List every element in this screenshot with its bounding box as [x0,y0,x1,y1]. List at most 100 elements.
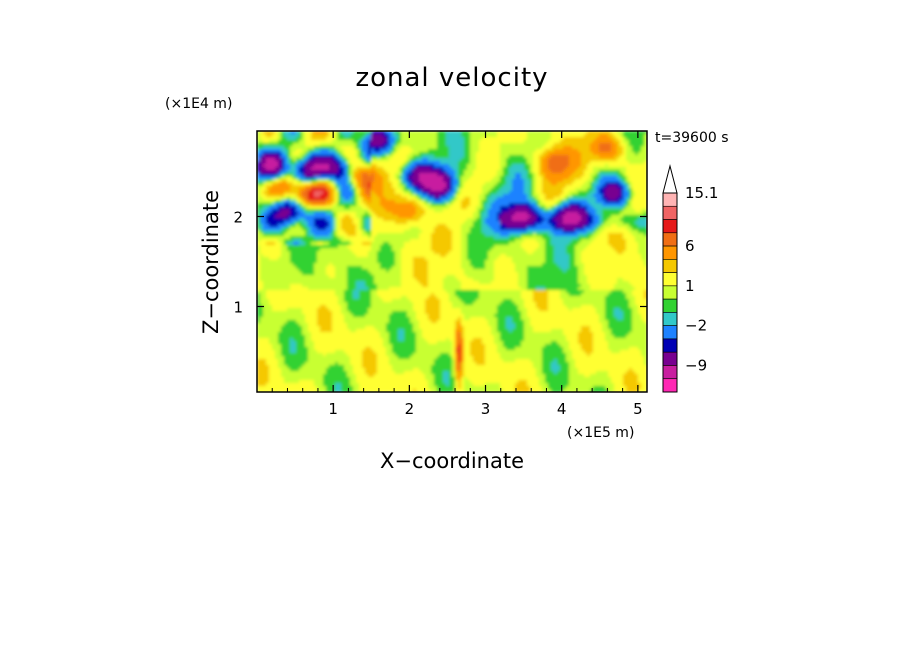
field-cell [605,173,609,177]
field-cell [377,158,381,162]
field-cell [464,173,468,177]
field-cell [614,170,618,174]
field-cell [413,182,417,186]
field-cell [428,179,432,183]
field-cell [620,170,624,174]
field-cell [320,224,324,228]
field-cell [401,218,405,222]
field-cell [554,191,558,195]
field-cell [566,158,570,162]
field-cell [638,149,642,153]
field-cell [440,143,444,147]
field-cell [440,164,444,168]
field-cell [539,197,543,201]
field-cell [293,236,297,240]
field-cell [473,170,477,174]
field-cell [266,197,270,201]
field-cell [383,185,387,189]
field-cell [338,206,342,210]
field-cell [389,203,393,207]
field-cell [344,137,348,141]
field-cell [602,218,606,222]
field-cell [467,134,471,138]
field-cell [266,164,270,168]
field-cell [461,152,465,156]
field-cell [488,170,492,174]
field-cell [284,152,288,156]
field-cell [497,212,501,216]
field-cell [383,179,387,183]
field-cell [557,224,561,228]
field-cell [437,242,441,246]
field-cell [524,197,528,201]
field-cell [386,233,390,237]
field-cell [575,218,579,222]
field-cell [455,140,459,144]
field-cell [443,152,447,156]
field-cell [569,179,573,183]
field-cell [257,218,261,222]
field-cell [641,182,645,186]
field-cell [569,194,573,198]
field-cell [488,140,492,144]
field-cell [542,161,546,165]
field-cell [338,242,342,246]
field-cell [257,224,261,228]
field-cell [278,143,282,147]
field-cell [527,161,531,165]
field-cell [518,170,522,174]
field-cell [314,164,318,168]
field-cell [434,182,438,186]
field-cell [581,224,585,228]
field-cell [278,206,282,210]
field-cell [419,194,423,198]
field-cell [416,182,420,186]
field-cell [536,155,540,159]
field-cell [638,218,642,222]
field-cell [407,230,411,234]
field-cell [356,212,360,216]
field-cell [581,173,585,177]
field-cell [482,137,486,141]
field-cell [566,140,570,144]
field-cell [275,188,279,192]
field-cell [566,143,570,147]
field-cell [425,170,429,174]
field-cell [323,245,327,249]
field-cell [569,209,573,213]
field-cell [434,134,438,138]
field-cell [626,230,630,234]
field-cell [341,194,345,198]
field-cell [311,230,315,234]
field-cell [404,131,408,135]
field-cell [338,152,342,156]
field-cell [464,176,468,180]
field-cell [476,227,480,231]
field-cell [545,218,549,222]
field-cell [530,224,534,228]
field-cell [323,239,327,243]
field-cell [422,209,426,213]
field-cell [551,185,555,189]
field-cell [263,170,267,174]
field-cell [329,179,333,183]
field-cell [482,215,486,219]
field-cell [431,182,435,186]
field-cell [638,155,642,159]
field-cell [551,182,555,186]
field-cell [548,191,552,195]
field-cell [458,185,462,189]
field-cell [527,131,531,135]
field-cell [620,218,624,222]
field-cell [404,245,408,249]
field-cell [374,227,378,231]
field-cell [386,221,390,225]
field-cell [605,209,609,213]
field-cell [542,164,546,168]
field-cell [389,245,393,249]
field-cell [347,230,351,234]
field-cell [329,206,333,210]
field-cell [545,137,549,141]
field-cell [476,152,480,156]
field-cell [611,200,615,204]
